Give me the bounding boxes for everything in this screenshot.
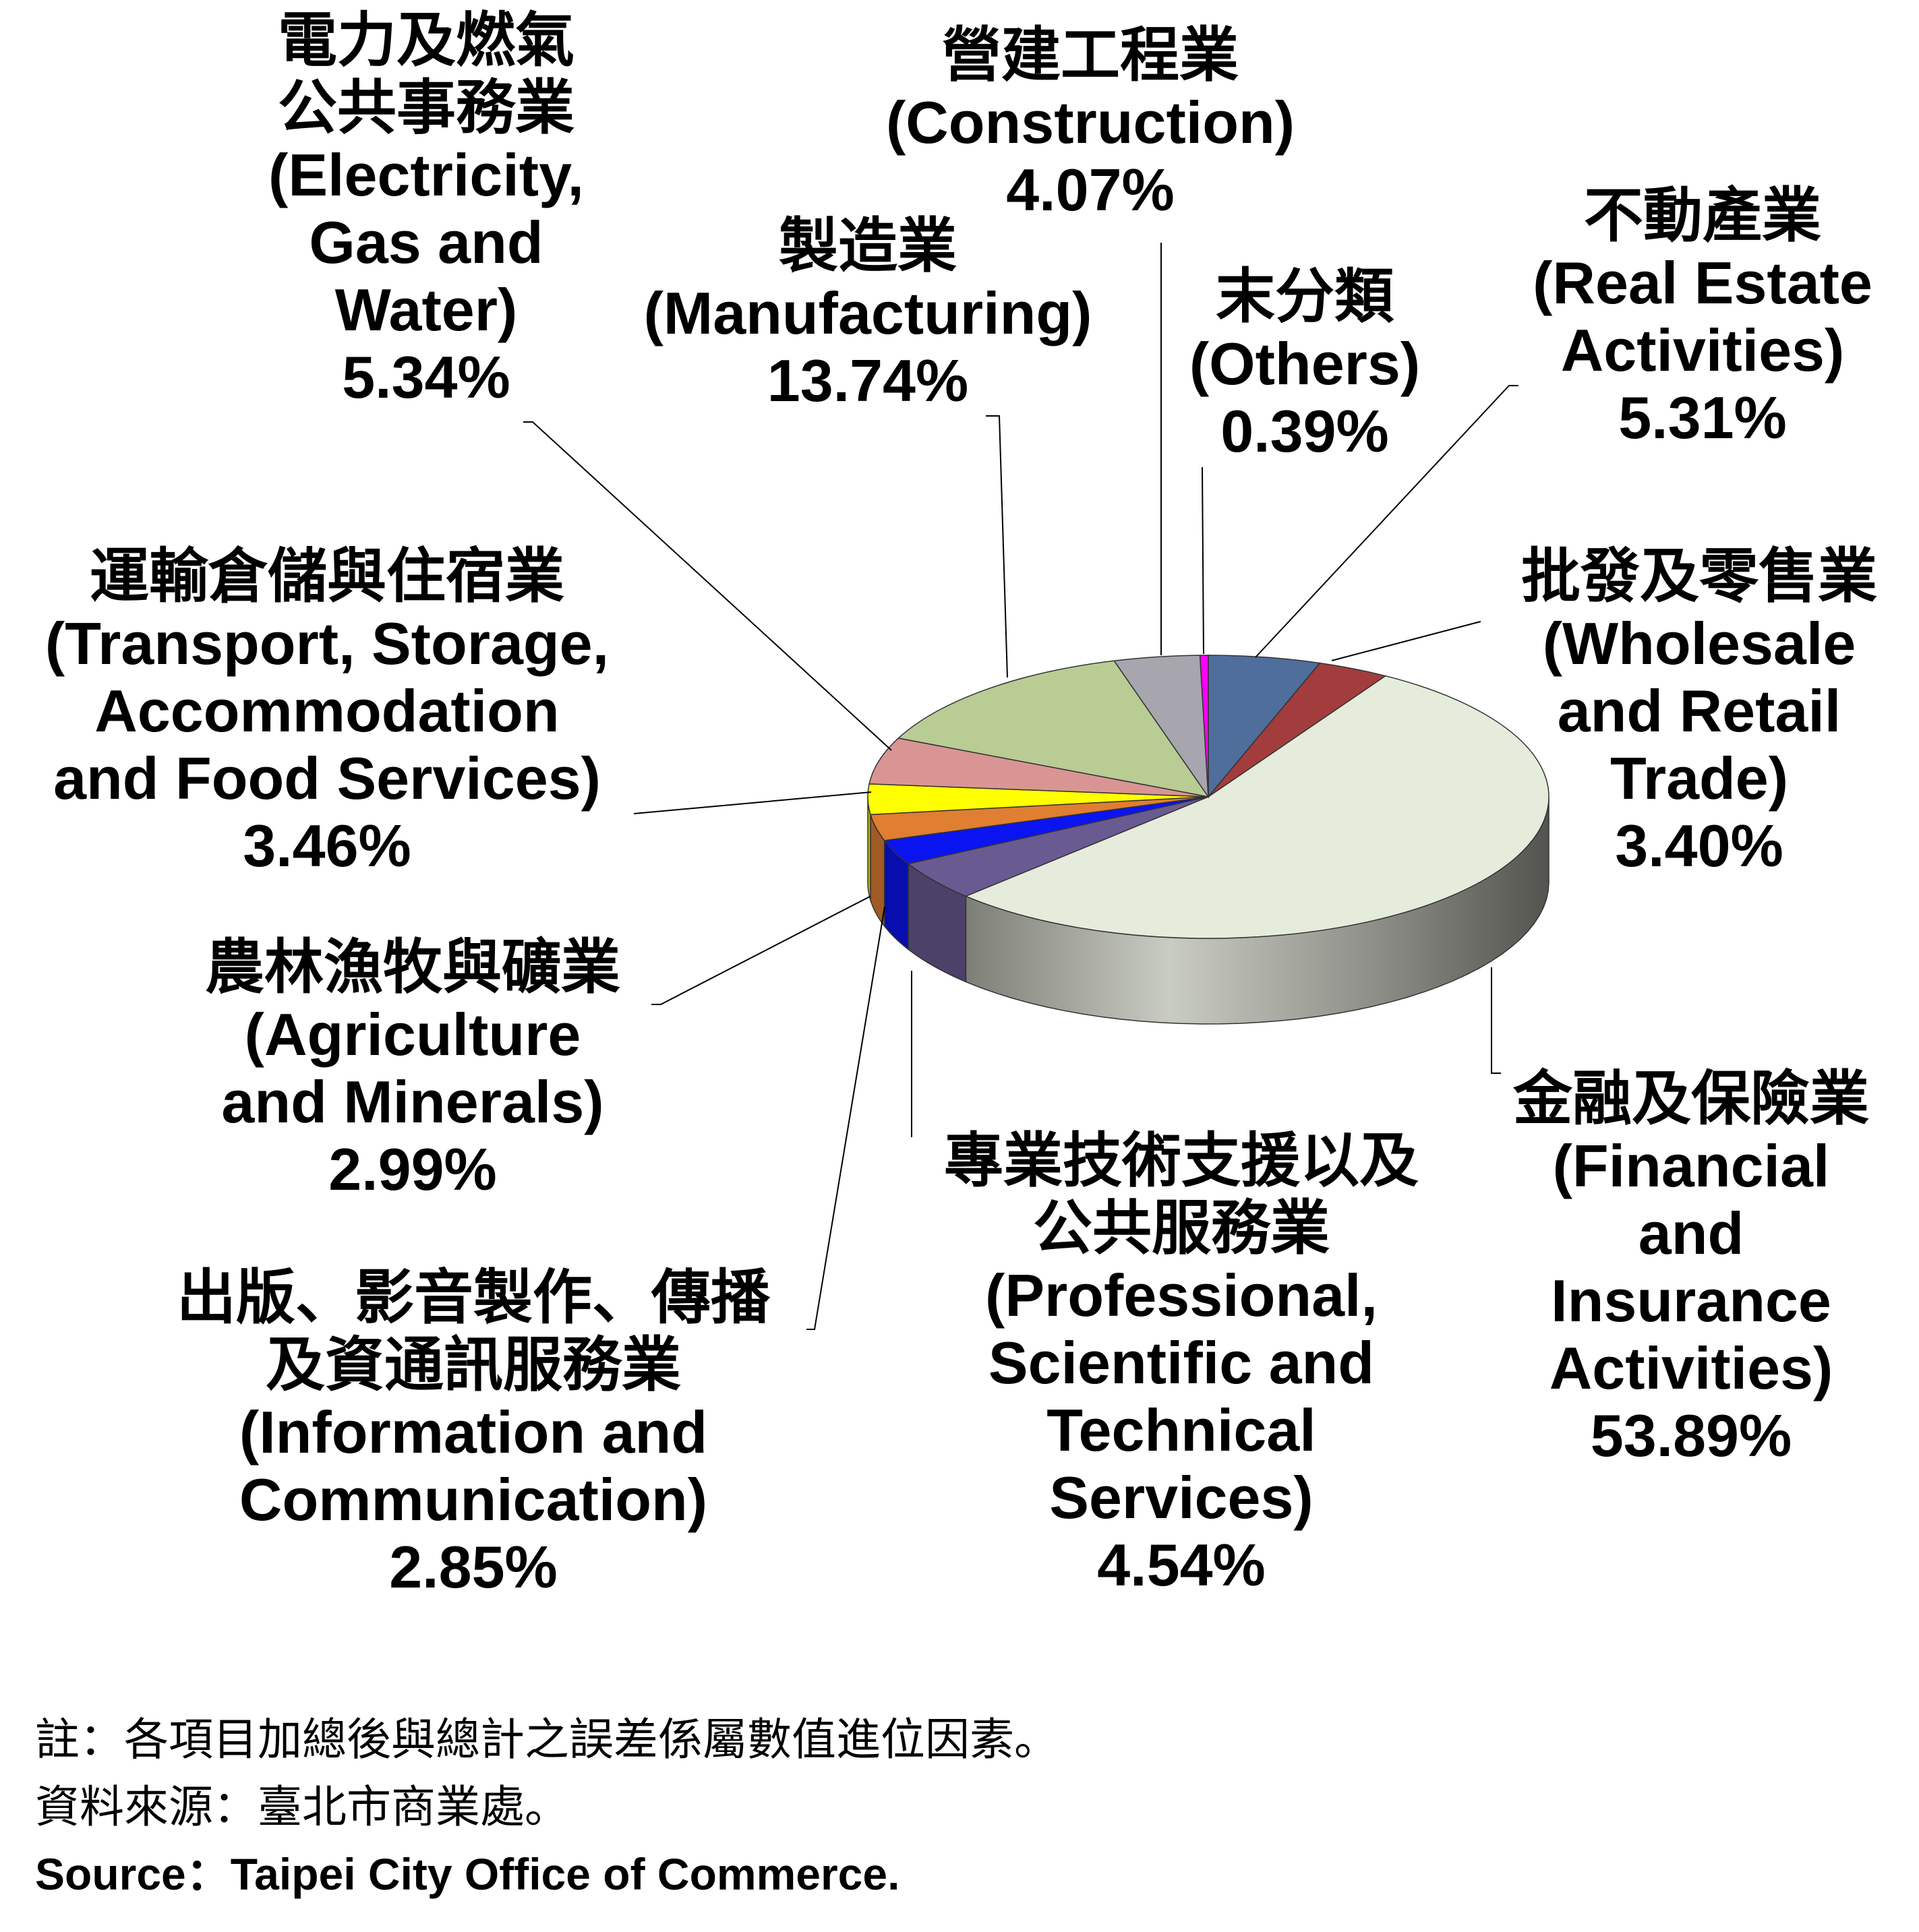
slice-labels: 不動產業(Real EstateActivities)5.31%批發及零售業(W… — [45, 7, 1877, 1600]
label-construction-pct: 4.07% — [1006, 156, 1175, 223]
label-electricity-en: (Electricity, — [268, 142, 584, 208]
label-others-pct: 0.39% — [1220, 398, 1389, 464]
label-financial-zh: 金融及保險業 — [1512, 1065, 1869, 1132]
label-electricity-pct: 5.34% — [342, 344, 510, 411]
slice-7 — [868, 737, 1209, 797]
label-electricity-en: Gas and — [309, 209, 543, 276]
label-agriculture-en: and Minerals) — [221, 1068, 603, 1135]
label-professional-zh: 公共服務業 — [1033, 1195, 1330, 1261]
label-financial-en: Activities) — [1549, 1335, 1833, 1401]
leader-line-wholesale — [1331, 621, 1481, 661]
source-zh: 資料來源：臺北市商業處。 — [35, 1782, 569, 1832]
label-electricity-en: Water) — [335, 276, 518, 343]
label-agriculture-pct: 2.99% — [328, 1136, 497, 1203]
label-manufacturing-pct: 13.74% — [767, 347, 968, 414]
leader-line-manufacturing — [986, 415, 1008, 678]
label-professional-en: (Professional, — [985, 1262, 1378, 1329]
label-transport: 運輸倉儲與住宿業(Transport, Storage,Accommodatio… — [45, 543, 609, 879]
label-information-en: Communication) — [239, 1466, 707, 1533]
leader-line-transport — [633, 791, 872, 814]
label-financial-en: Insurance — [1551, 1267, 1831, 1334]
leader-line-electricity — [523, 421, 892, 751]
label-wholesale-zh: 批發及零售業 — [1521, 543, 1877, 609]
leader-line-others — [1202, 466, 1204, 655]
footnote: 註：各項目加總後與總計之誤差係屬數值進位因素。 — [35, 1714, 1059, 1764]
label-construction-zh: 營建工程業 — [942, 22, 1239, 88]
leader-line-financial — [1491, 967, 1501, 1074]
label-manufacturing-zh: 製造業 — [779, 212, 957, 279]
label-professional-pct: 4.54% — [1097, 1532, 1266, 1598]
label-real-estate-en: Activities) — [1561, 317, 1845, 384]
pie-depth-layer — [867, 796, 1549, 1025]
label-wholesale-en: and Retail — [1558, 677, 1841, 744]
label-wholesale-en: Trade) — [1610, 745, 1788, 812]
label-electricity-zh: 電力及燃氣 — [278, 7, 574, 73]
label-real-estate-pct: 5.31% — [1618, 384, 1787, 451]
label-financial-en: and — [1638, 1200, 1744, 1267]
label-agriculture-en: (Agriculture — [245, 1001, 581, 1068]
label-agriculture-zh: 農林漁牧與礦業 — [205, 934, 620, 1000]
label-wholesale-pct: 3.40% — [1615, 812, 1783, 879]
label-transport-zh: 運輸倉儲與住宿業 — [90, 543, 564, 609]
label-manufacturing-en: (Manufacturing) — [644, 280, 1092, 346]
label-others: 末分類(Others)0.39% — [1189, 263, 1420, 464]
label-information-zh: 出版、影音製作、傳播 — [177, 1264, 771, 1331]
label-manufacturing: 製造業(Manufacturing)13.74% — [644, 212, 1092, 414]
label-construction: 營建工程業(Construction)4.07% — [886, 22, 1295, 223]
slice-8 — [897, 660, 1210, 798]
leader-line-agriculture — [651, 896, 870, 1005]
leader-line-information — [806, 906, 885, 1330]
label-professional-en: Services) — [1049, 1464, 1313, 1531]
label-financial-en: (Financial — [1553, 1133, 1830, 1199]
label-wholesale-en: (Wholesale — [1543, 610, 1856, 677]
label-professional-en: Scientific and — [988, 1329, 1374, 1396]
label-information-en: (Information and — [239, 1399, 707, 1466]
label-real-estate-zh: 不動產業 — [1584, 182, 1821, 249]
leader-lines — [523, 243, 1518, 1330]
pie-top-layer — [867, 655, 1549, 939]
label-transport-en: (Transport, Storage, — [45, 610, 609, 677]
leader-line-real-estate — [1255, 385, 1518, 658]
source-en: Source：Taipei City Office of Commerce. — [35, 1849, 900, 1899]
label-financial: 金融及保險業(FinancialandInsuranceActivities)5… — [1512, 1065, 1869, 1469]
label-transport-en: Accommodation — [94, 677, 559, 744]
slice-2 — [964, 675, 1549, 939]
label-professional-en: Technical — [1046, 1397, 1316, 1463]
label-construction-en: (Construction) — [886, 89, 1295, 156]
label-others-zh: 末分類 — [1216, 263, 1394, 330]
label-professional-zh: 專業技術支援以及 — [944, 1127, 1419, 1194]
label-transport-pct: 3.46% — [243, 812, 411, 879]
label-real-estate-en: (Real Estate — [1533, 249, 1872, 316]
label-information-zh: 及資通訊服務業 — [266, 1331, 681, 1398]
label-information-pct: 2.85% — [389, 1534, 558, 1600]
slice-0 — [1208, 655, 1321, 799]
label-electricity-zh: 公共事務業 — [278, 74, 574, 141]
slice-10 — [1199, 655, 1209, 797]
label-financial-pct: 53.89% — [1591, 1402, 1792, 1469]
label-transport-en: and Food Services) — [53, 745, 601, 812]
label-others-en: (Others) — [1189, 330, 1420, 397]
